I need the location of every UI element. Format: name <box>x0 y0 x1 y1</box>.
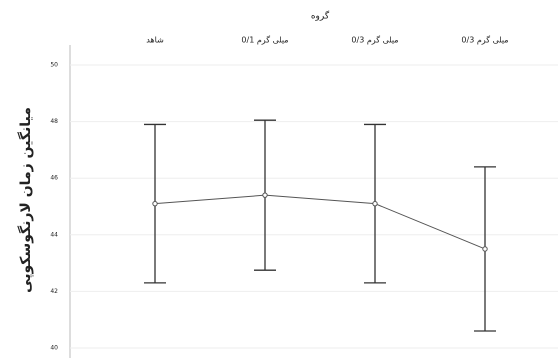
mean-point <box>372 200 378 207</box>
y-tick-label: 50 <box>50 62 58 69</box>
x-tick-label: 0/3 میلی گرم <box>351 35 398 45</box>
mean-point <box>262 192 268 198</box>
y-tick-label: 48 <box>50 118 58 125</box>
chart-title: گروه <box>311 10 330 22</box>
mean-line <box>154 194 486 250</box>
y-tick-label: 42 <box>50 288 58 295</box>
x-tick-label: 0/1 میلی گرم <box>241 35 288 45</box>
x-tick-label: شاهد <box>146 36 164 45</box>
y-tick-label: 44 <box>50 231 58 238</box>
y-tick-label: 40 <box>50 345 58 352</box>
y-axis-label: میانگین زمان لارنگوسکوپی <box>17 107 34 293</box>
mean-point <box>152 200 158 207</box>
y-tick-label: 46 <box>50 175 58 182</box>
x-tick-label: 0/3 میلی گرم <box>461 35 508 45</box>
mean-point <box>482 246 488 252</box>
